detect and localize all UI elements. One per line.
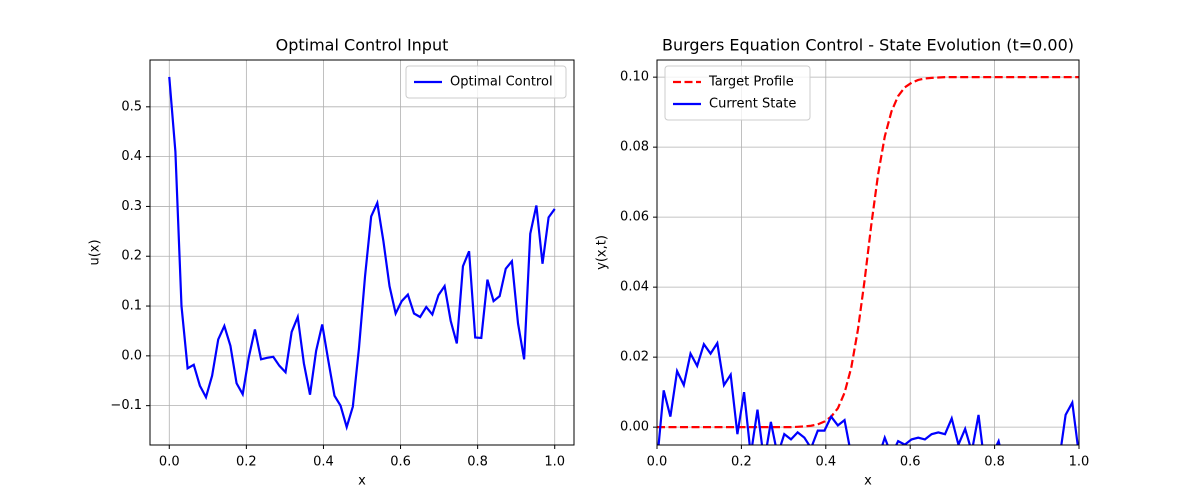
y-tick-label: 0.00 (620, 420, 649, 435)
x-tick-label: 0.0 (647, 455, 668, 470)
y-tick-label: 0.02 (620, 350, 649, 365)
y-tick-label: 0.1 (121, 299, 142, 314)
x-axis-label: x (358, 474, 366, 489)
plot: 0.0 0.2 0.4 0.6 0.8 1.0 −0.1 0.0 0.1 0.2 0.3 0.4 0.5… (88, 36, 575, 489)
series-line (657, 340, 1079, 445)
series-line (657, 76, 1079, 429)
y-tick-label: 0.3 (121, 199, 142, 214)
legend: Optimal Control (405, 65, 567, 99)
legend-label: Optimal Control (450, 75, 553, 90)
x-axis-label: x (864, 474, 872, 489)
y-tick-label: 0.2 (121, 249, 142, 264)
legend-label: Current State (709, 97, 796, 112)
x-tick-label: 0.6 (900, 455, 921, 470)
legend: Target Profile Current State (664, 65, 811, 121)
x-tick-label: 0.4 (313, 455, 334, 470)
x-tick-label: 0.2 (236, 455, 257, 470)
x-tick-label: 0.8 (984, 455, 1005, 470)
x-tick-label: 1.0 (544, 455, 565, 470)
y-tick-label: 0.5 (121, 99, 142, 114)
chart-title: Optimal Control Input (276, 36, 449, 55)
x-tick-label: 0.4 (815, 455, 836, 470)
y-tick-label: 0.4 (121, 149, 142, 164)
x-tick-label: 0.2 (731, 455, 752, 470)
y-tick-label: 0.10 (620, 70, 649, 85)
y-tick-label: −0.1 (110, 398, 142, 413)
plot-frame (656, 59, 1080, 446)
legend-label: Target Profile (708, 75, 794, 90)
y-tick-label: 0.0 (121, 348, 142, 363)
y-tick-label: 0.04 (620, 280, 649, 295)
x-tick-label: 0.0 (159, 455, 180, 470)
series-line (168, 76, 556, 431)
x-tick-label: 0.8 (467, 455, 488, 470)
legend-box (405, 65, 567, 99)
x-tick-label: 0.6 (390, 455, 411, 470)
legend-box (664, 65, 811, 121)
chart-title: Burgers Equation Control - State Evoluti… (662, 36, 1074, 55)
plot-frame (149, 59, 575, 446)
y-tick-label: 0.06 (620, 210, 649, 225)
plot: 0.0 0.2 0.4 0.6 0.8 1.0 0.00 0.02 0.04 0.06 0.08 0.… (595, 36, 1090, 489)
y-tick-label: 0.08 (620, 140, 649, 155)
x-tick-label: 1.0 (1069, 455, 1090, 470)
y-axis-label: y(x,t) (595, 235, 610, 270)
y-axis-label: u(x) (88, 239, 103, 265)
